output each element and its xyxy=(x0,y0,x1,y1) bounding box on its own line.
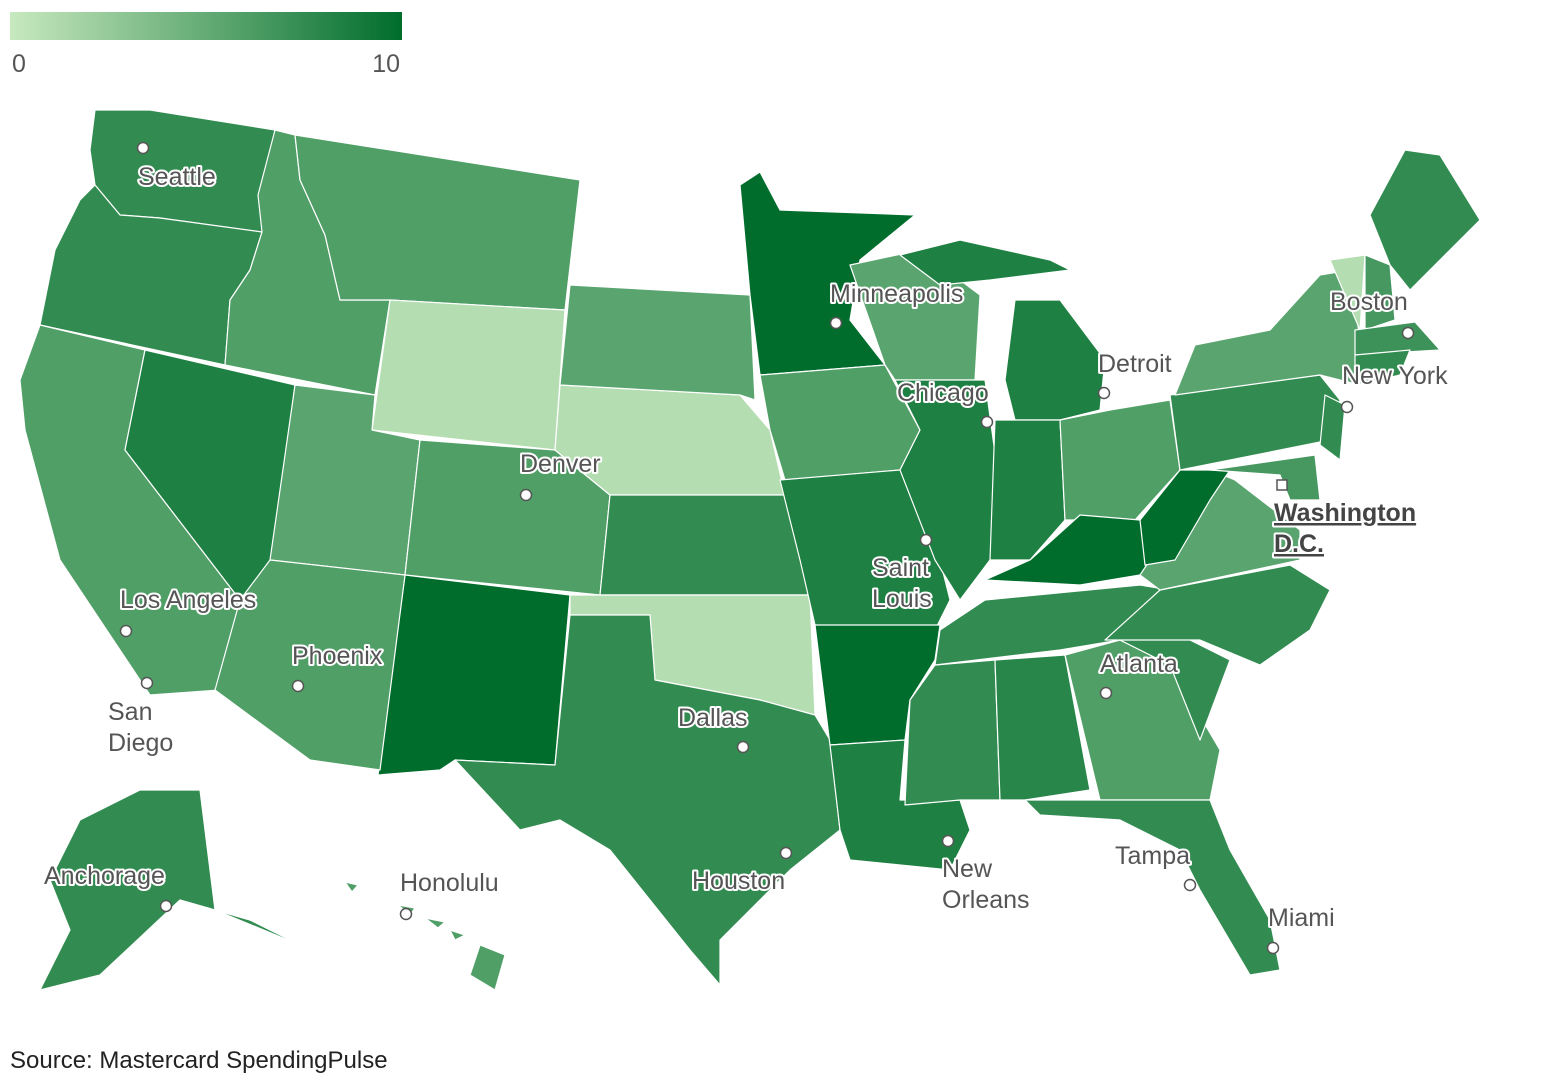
region xyxy=(994,654,1091,801)
city-label-line: Houston xyxy=(692,867,785,895)
city-label: Chicago xyxy=(897,379,989,407)
city-marker xyxy=(136,141,150,155)
city-label-line: Detroit xyxy=(1098,350,1172,378)
city-label: Denver xyxy=(520,450,601,478)
city-marker xyxy=(1276,479,1288,491)
city-marker xyxy=(980,415,994,429)
region xyxy=(1209,454,1321,501)
city-label-line: Saint xyxy=(872,554,929,582)
city-label: Miami xyxy=(1268,904,1335,932)
city-label: Atlanta xyxy=(1100,650,1178,678)
city-label-line: New xyxy=(942,855,993,883)
city-marker xyxy=(1099,686,1113,700)
city-label-line: San xyxy=(108,698,152,726)
region xyxy=(214,559,406,771)
region xyxy=(1354,349,1411,386)
region xyxy=(554,384,786,496)
city-label: Seattle xyxy=(138,163,216,191)
city-label-line: Denver xyxy=(520,450,601,478)
city-marker xyxy=(399,907,413,921)
region xyxy=(377,574,571,776)
region xyxy=(599,494,811,596)
region xyxy=(739,171,916,376)
city-marker xyxy=(1097,386,1111,400)
city-marker xyxy=(140,676,154,690)
city-marker xyxy=(1266,941,1280,955)
city-marker xyxy=(519,488,533,502)
city-label-line: Los Angeles xyxy=(120,586,256,614)
city-label: Phoenix xyxy=(292,642,383,670)
city-marker xyxy=(779,846,793,860)
city-label: Dallas xyxy=(678,704,747,732)
region xyxy=(294,134,581,311)
city-label: New York xyxy=(1342,362,1448,390)
city-label-line: Miami xyxy=(1268,904,1335,932)
city-marker xyxy=(291,679,305,693)
region xyxy=(1354,321,1441,356)
city-label: Houston xyxy=(692,867,785,895)
city-marker xyxy=(941,834,955,848)
city-label-line: Seattle xyxy=(138,163,216,191)
city-label-line: Orleans xyxy=(942,886,1030,914)
region xyxy=(1329,254,1366,331)
region xyxy=(1364,254,1396,331)
source: Source: Mastercard SpendingPulse xyxy=(10,1047,388,1074)
region xyxy=(344,881,506,991)
city-label-line: New York xyxy=(1342,362,1448,390)
city-label: Tampa xyxy=(1115,842,1190,870)
city-label-line: Louis xyxy=(872,585,932,613)
city-label-line: Minneapolis xyxy=(830,280,963,308)
city-marker xyxy=(159,899,173,913)
city-label: Honolulu xyxy=(400,869,499,897)
city-label-line: Phoenix xyxy=(292,642,383,670)
region xyxy=(899,239,1106,421)
legend-tick-label: 10 xyxy=(372,50,400,78)
city-label-line: D.C. xyxy=(1274,530,1324,558)
city-label: New Orleans xyxy=(942,855,1030,914)
region xyxy=(559,284,756,401)
city-label: Saint Louis xyxy=(872,554,932,613)
city-label-line: Anchorage xyxy=(44,862,165,890)
city-label-line: Dallas xyxy=(678,704,747,732)
city-label-line: Boston xyxy=(1330,288,1408,316)
legend-bar xyxy=(10,12,402,40)
city-marker xyxy=(919,533,933,547)
city-label-line: Atlanta xyxy=(1100,650,1178,678)
city-label: Anchorage xyxy=(44,862,165,890)
city-marker xyxy=(736,740,750,754)
city-label-line: Chicago xyxy=(897,379,989,407)
region xyxy=(371,299,566,451)
region xyxy=(1319,394,1346,461)
region xyxy=(829,739,971,871)
legend-tick-label: 0 xyxy=(12,50,26,78)
city-label-line: Washington xyxy=(1274,499,1416,527)
city-label: Detroit xyxy=(1098,350,1172,378)
city-marker xyxy=(1401,326,1415,340)
region xyxy=(1024,799,1281,976)
city-label: Los Angeles xyxy=(120,586,256,614)
cities: Seattle Minneapolis Boston Detroit Chicago Ne… xyxy=(42,141,1450,955)
city-marker xyxy=(1340,400,1354,414)
city-label: Boston xyxy=(1330,288,1408,316)
regions xyxy=(19,109,1481,991)
city-marker xyxy=(119,624,133,638)
city-label: Minneapolis xyxy=(830,280,963,308)
region xyxy=(39,789,301,991)
city-label-line: Diego xyxy=(108,729,173,757)
region xyxy=(454,614,841,986)
city-label: Washington D.C. xyxy=(1274,499,1416,558)
city-label: San Diego xyxy=(108,698,173,757)
city-label-line: Honolulu xyxy=(400,869,499,897)
city-marker xyxy=(1183,878,1197,892)
city-marker xyxy=(829,316,843,330)
city-label-line: Tampa xyxy=(1115,842,1190,870)
region xyxy=(989,419,1066,561)
